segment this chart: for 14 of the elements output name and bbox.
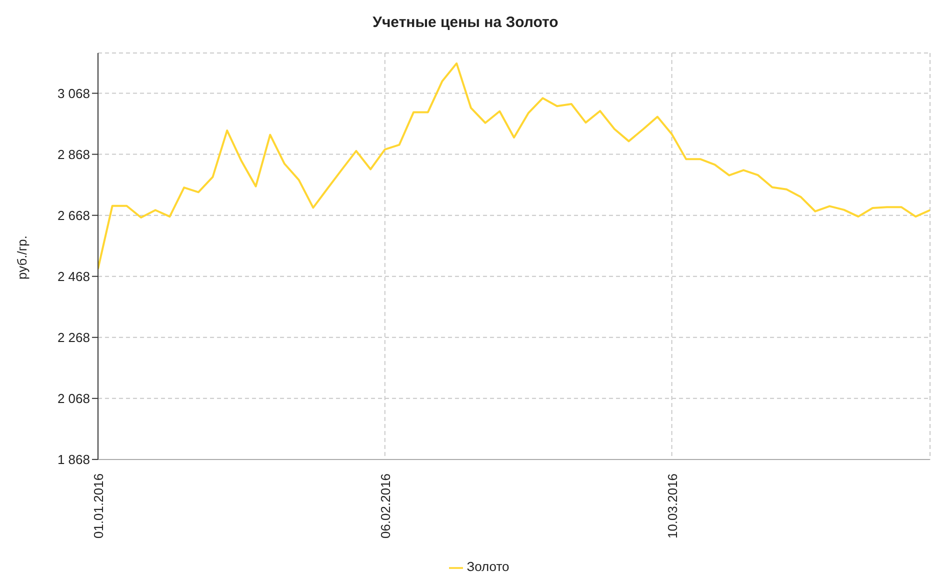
y-tick-label: 3 068 [57, 86, 90, 101]
y-tick-label: 2 268 [57, 330, 90, 345]
y-tick-label: 2 068 [57, 391, 90, 406]
x-tick-label: 06.02.2016 [378, 473, 393, 539]
x-tick-label: 10.03.2016 [664, 473, 680, 539]
x-tick-label: 01.01.2016 [91, 473, 106, 539]
y-tick-label: 1 868 [57, 452, 90, 468]
y-tick-label: 2 468 [57, 268, 90, 284]
y-axis-title: руб./гр. [14, 234, 30, 282]
legend-label: Золото [466, 559, 510, 574]
y-tick-label: 2 868 [57, 146, 90, 162]
y-tick-label: 2 668 [57, 208, 90, 223]
line-series [98, 62, 930, 270]
chart-title: Учетные цены на Золото [372, 14, 560, 31]
